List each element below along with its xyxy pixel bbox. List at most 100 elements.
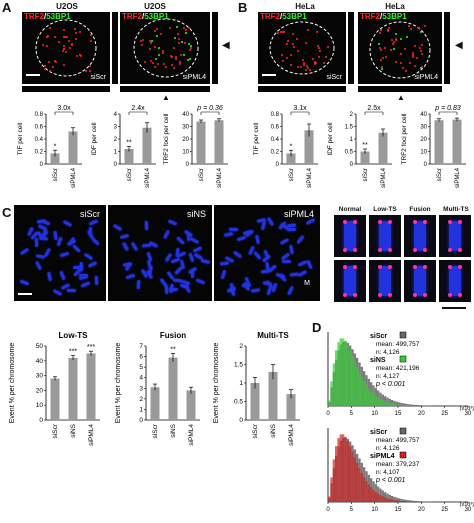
histogram-bin bbox=[407, 405, 409, 406]
chromosome bbox=[253, 251, 261, 260]
chromosome bbox=[120, 234, 129, 239]
bar bbox=[87, 353, 96, 420]
p-value: p < 0.001 bbox=[375, 381, 405, 388]
bar bbox=[435, 120, 444, 164]
scale-bar bbox=[262, 74, 276, 76]
histogram-bin bbox=[368, 388, 370, 406]
bar bbox=[69, 358, 78, 420]
chromosome bbox=[221, 270, 226, 279]
y-tick-label: 0.6 bbox=[35, 125, 44, 131]
chromosome bbox=[229, 228, 238, 231]
fluorescent-focus bbox=[318, 56, 320, 58]
stain-legend: TRF2/53BP1 bbox=[360, 12, 407, 21]
x-tick-label: siScr bbox=[127, 168, 133, 181]
x-tick-label: siPML4 bbox=[88, 424, 95, 446]
histogram-bin bbox=[356, 367, 358, 406]
chromosome bbox=[53, 289, 62, 296]
chromosome bbox=[268, 265, 277, 273]
x-tick-label: siPML4 bbox=[307, 167, 313, 188]
telomere-signal bbox=[378, 293, 382, 297]
y-tick-label: 10 bbox=[420, 150, 427, 156]
histogram-bin bbox=[389, 403, 391, 406]
histogram-bin bbox=[342, 338, 344, 406]
chromosome bbox=[414, 266, 426, 296]
telomere-signal bbox=[423, 220, 427, 224]
histogram-bin bbox=[419, 405, 421, 406]
significance-stars: ** bbox=[126, 140, 132, 147]
series-name: siPML4 bbox=[370, 453, 395, 460]
y-tick-label: 4 bbox=[139, 375, 143, 382]
comparison-label: 2.5x bbox=[367, 105, 381, 112]
x-tick-label: 0 bbox=[326, 411, 330, 417]
chromosome bbox=[196, 278, 205, 284]
fluorescent-focus bbox=[412, 52, 414, 54]
series-n: n: 4,127 bbox=[376, 373, 400, 380]
fluorescent-focus bbox=[381, 68, 383, 70]
y-axis-label: Event % per chromosome bbox=[213, 343, 220, 424]
telomere-signal bbox=[343, 248, 347, 252]
x-unit-label: (x10³) bbox=[460, 502, 474, 508]
x-tick-label: 15 bbox=[395, 507, 402, 513]
arrow-up-icon: ▲ bbox=[397, 93, 405, 102]
histogram-bin bbox=[328, 400, 330, 406]
y-tick-label: 1.5 bbox=[234, 362, 243, 369]
histogram-bin bbox=[377, 494, 379, 502]
telomere-signal bbox=[448, 265, 452, 269]
chromosome bbox=[307, 260, 313, 269]
chromosome bbox=[88, 261, 97, 268]
stain-legend: TRF2/53BP1 bbox=[24, 12, 71, 21]
chromosome bbox=[449, 266, 461, 296]
series-swatch bbox=[400, 356, 406, 362]
histogram-bin bbox=[379, 495, 381, 502]
fluorescent-focus bbox=[175, 58, 177, 60]
side-profile bbox=[348, 12, 354, 84]
fluorescent-focus bbox=[412, 56, 414, 58]
x-tick-label: siNS bbox=[170, 423, 177, 437]
chromosome bbox=[449, 221, 461, 251]
chromosome-image bbox=[334, 260, 366, 302]
x-tick-label: 25 bbox=[441, 507, 448, 513]
chromosome bbox=[20, 247, 29, 254]
chromosome bbox=[148, 266, 153, 275]
chromosome bbox=[287, 227, 296, 230]
histogram-bin bbox=[340, 434, 342, 502]
series-mean: mean: 421,196 bbox=[376, 365, 420, 372]
histogram-bin bbox=[335, 350, 337, 406]
histogram-bin bbox=[419, 501, 421, 502]
histogram-bin bbox=[358, 372, 360, 406]
histogram-bin bbox=[398, 501, 400, 502]
chromosome bbox=[44, 248, 51, 257]
fluorescent-focus bbox=[282, 31, 284, 33]
chromosome bbox=[250, 288, 259, 292]
chromosome bbox=[125, 274, 134, 280]
telomere-signal bbox=[458, 265, 462, 269]
comparison-label: p = 0.36 bbox=[196, 105, 223, 112]
histogram-bin bbox=[421, 405, 423, 406]
y-axis-label: TRF2 foci per cell bbox=[401, 113, 408, 164]
telomere-signal bbox=[378, 265, 382, 269]
y-tick-label: 4 bbox=[114, 112, 118, 118]
histogram-bin bbox=[330, 477, 332, 502]
fluorescent-focus bbox=[406, 36, 408, 38]
chromosome-image bbox=[404, 215, 436, 257]
chromosome bbox=[131, 242, 138, 251]
x-tick-label: 15 bbox=[395, 411, 402, 417]
fluorescent-focus bbox=[395, 61, 397, 63]
fluorescent-focus bbox=[173, 67, 175, 69]
x-tick-label: siScr bbox=[363, 168, 369, 181]
fluorescent-focus bbox=[89, 70, 91, 72]
y-tick-label: 40 bbox=[36, 358, 44, 365]
fluorescent-focus bbox=[325, 56, 327, 58]
y-tick-label: 30 bbox=[36, 373, 44, 380]
histogram-bin bbox=[384, 401, 386, 406]
chromosome bbox=[287, 285, 294, 294]
cell-line-label: HeLa bbox=[270, 2, 340, 11]
fluorescent-focus bbox=[66, 36, 68, 38]
chromosome bbox=[113, 224, 122, 231]
side-profile bbox=[120, 86, 210, 92]
y-tick-label: 20 bbox=[36, 387, 44, 394]
